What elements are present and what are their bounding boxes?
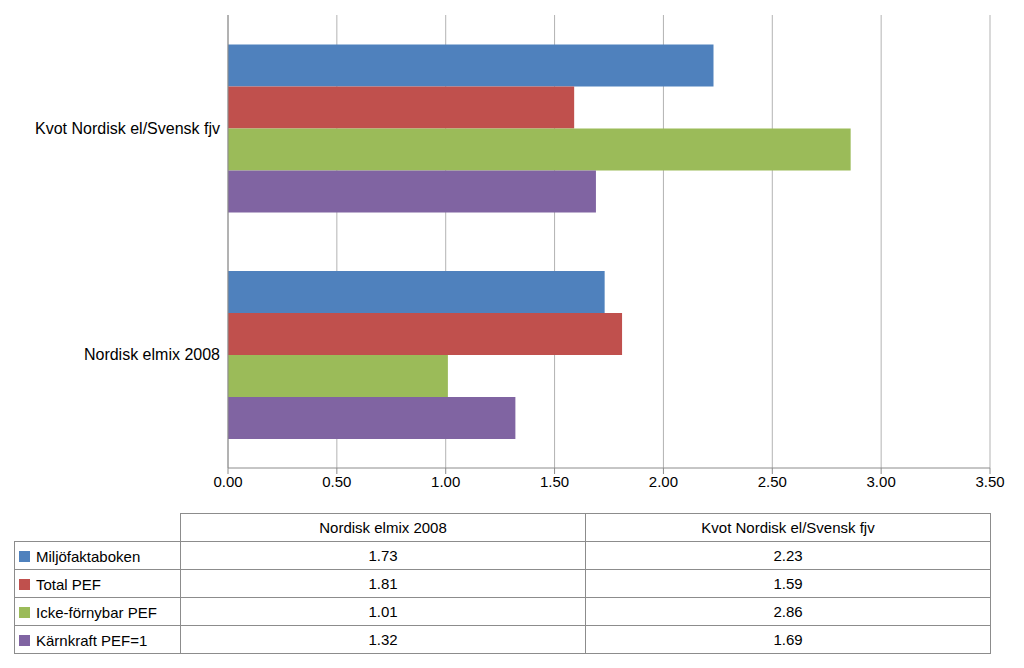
html-text:Miljöfaktaboken: Miljöfaktaboken — [36, 547, 141, 565]
html-text:1.59: 1.59 — [773, 575, 803, 592]
html-text:2.86: 2.86 — [773, 603, 803, 620]
svg-text:Nordisk elmix 2008: Nordisk elmix 2008 — [84, 346, 220, 363]
svg-text:3.00: 3.00 — [867, 473, 896, 490]
svg-text:1.00: 1.00 — [431, 473, 460, 490]
html-text:1.81: 1.81 — [368, 575, 398, 592]
svg-text:1.50: 1.50 — [540, 473, 569, 490]
html-text:1.32: 1.32 — [368, 631, 398, 648]
html-text:1.73: 1.73 — [368, 547, 398, 564]
svg-text:2.50: 2.50 — [758, 473, 787, 490]
svg-text:3.50: 3.50 — [975, 473, 1004, 490]
svg-text:Kvot Nordisk el/Svensk fjv: Kvot Nordisk el/Svensk fjv — [35, 120, 220, 137]
svg-text:0.50: 0.50 — [322, 473, 351, 490]
html-text:1.01: 1.01 — [368, 603, 398, 620]
html-text:Nordisk elmix 2008: Nordisk elmix 2008 — [319, 519, 447, 536]
html-text:1.69: 1.69 — [773, 631, 803, 648]
svg-text:0.00: 0.00 — [213, 473, 242, 490]
html-text:2.23: 2.23 — [773, 547, 803, 564]
svg-text:2.00: 2.00 — [649, 473, 678, 490]
html-text:Total PEF: Total PEF — [36, 575, 101, 593]
html-text:Kvot Nordisk el/Svensk fjv: Kvot Nordisk el/Svensk fjv — [701, 519, 875, 536]
html-text:Icke-förnybar PEF: Icke-förnybar PEF — [36, 603, 157, 621]
html-text:Kärnkraft PEF=1: Kärnkraft PEF=1 — [36, 631, 148, 649]
